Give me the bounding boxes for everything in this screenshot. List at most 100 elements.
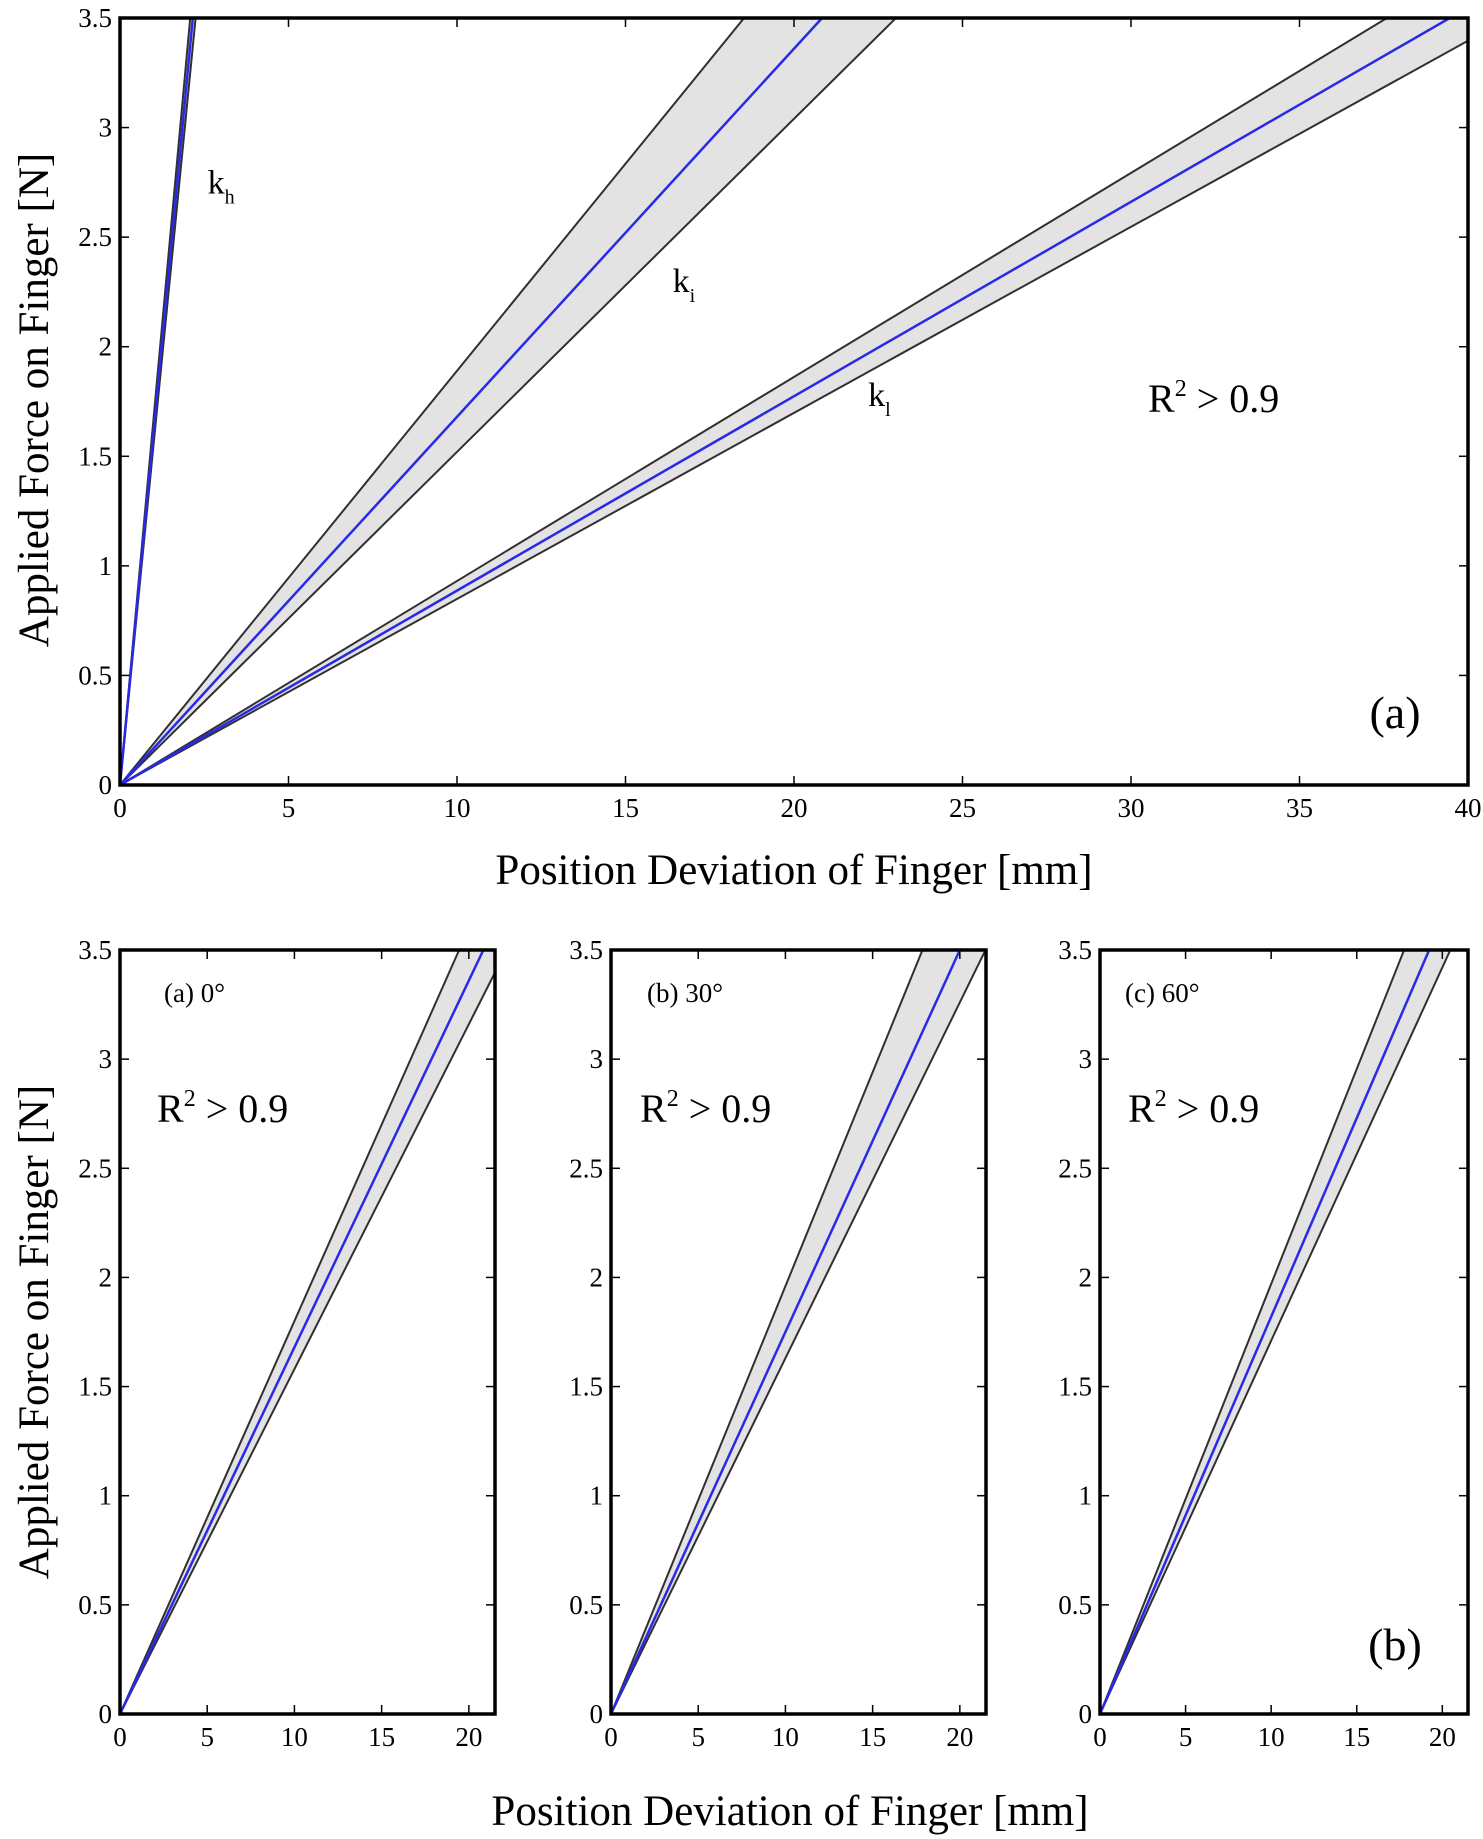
series-label-ki: ki bbox=[673, 263, 696, 307]
x-tick-label: 15 bbox=[368, 1722, 395, 1752]
bottom-0deg-plot-area bbox=[120, 950, 495, 1714]
fit-line-1 bbox=[1100, 950, 1431, 1714]
y-tick-label: 2 bbox=[1079, 1262, 1093, 1292]
y-tick-label: 3.5 bbox=[78, 3, 112, 33]
top-r2-annotation: R2 > 0.9 bbox=[1148, 376, 1279, 421]
y-tick-label: 0 bbox=[99, 770, 113, 800]
confidence-band-1 bbox=[1100, 950, 1452, 1714]
bottom-60deg-subtitle: (c) 60° bbox=[1125, 978, 1200, 1008]
y-tick-label: 0.5 bbox=[78, 660, 112, 690]
y-tick-label: 1 bbox=[1079, 1481, 1093, 1511]
fit-line-1 bbox=[120, 18, 195, 785]
fit-line-1 bbox=[120, 950, 485, 1714]
y-tick-label: 3.5 bbox=[78, 935, 112, 965]
x-tick-label: 5 bbox=[691, 1722, 705, 1752]
bottom-30deg-subtitle: (b) 30° bbox=[647, 978, 723, 1008]
x-tick-label: 5 bbox=[200, 1722, 214, 1752]
y-tick-label: 0.5 bbox=[569, 1590, 603, 1620]
bottom-30deg-frame bbox=[609, 948, 988, 1716]
fit-line-1 bbox=[611, 950, 961, 1714]
y-tick-label: 0 bbox=[1079, 1699, 1093, 1729]
y-tick-label: 2 bbox=[99, 1262, 113, 1292]
x-tick-label: 20 bbox=[781, 793, 808, 823]
confidence-band-3 bbox=[120, 18, 1468, 785]
y-tick-label: 3 bbox=[590, 1044, 604, 1074]
x-tick-label: 35 bbox=[1286, 793, 1313, 823]
y-tick-label: 1.5 bbox=[1058, 1372, 1092, 1402]
x-tick-label: 5 bbox=[282, 793, 296, 823]
confidence-band-1 bbox=[611, 950, 986, 1714]
bottom-0deg-subtitle: (a) 0° bbox=[164, 978, 225, 1008]
x-tick-label: 0 bbox=[113, 1722, 127, 1752]
bottom-60deg-plot-area bbox=[1100, 950, 1452, 1714]
y-tick-label: 3.5 bbox=[569, 935, 603, 965]
y-tick-label: 2.5 bbox=[1058, 1153, 1092, 1183]
x-tick-label: 20 bbox=[455, 1722, 482, 1752]
y-tick-label: 1.5 bbox=[78, 441, 112, 471]
top-axis-ticks: 0 5 10 15 20 25 30 35 40 0 0.5 1 1.5 2 2.5 3 3.5 bbox=[78, 3, 1481, 823]
top-chart-panel: 0 5 10 15 20 25 30 35 40 0 0.5 1 1.5 2 2.5 3 3.5 Positio… bbox=[11, 3, 1482, 894]
bottom-chart-0deg: 0 5 10 15 20 0 0.5 1 1.5 2 2.5 3 3.5 (a) 0° R2 > 0.9 bbox=[78, 935, 497, 1752]
bottom-30deg-r2: R2 > 0.9 bbox=[640, 1086, 771, 1131]
x-tick-label: 15 bbox=[859, 1722, 886, 1752]
bottom-chart-60deg: 0 5 10 15 20 0 0.5 1 1.5 2 2.5 3 3.5 (c) 60° R2 > 0.… bbox=[1058, 935, 1470, 1752]
bottom-x-axis-title: Position Deviation of Finger [mm] bbox=[491, 1788, 1088, 1835]
x-tick-label: 20 bbox=[946, 1722, 973, 1752]
x-tick-label: 10 bbox=[1258, 1722, 1285, 1752]
x-tick-label: 25 bbox=[949, 793, 976, 823]
bottom-60deg-r2: R2 > 0.9 bbox=[1128, 1086, 1259, 1131]
bottom-60deg-frame bbox=[1098, 948, 1470, 1716]
x-tick-label: 20 bbox=[1429, 1722, 1456, 1752]
y-tick-label: 1 bbox=[99, 551, 113, 581]
x-tick-label: 15 bbox=[1343, 1722, 1370, 1752]
fit-line-3 bbox=[120, 18, 1451, 785]
x-tick-label: 40 bbox=[1455, 793, 1482, 823]
bottom-0deg-frame bbox=[118, 948, 497, 1716]
bottom-0deg-r2: R2 > 0.9 bbox=[157, 1086, 288, 1131]
confidence-band-2 bbox=[120, 18, 898, 785]
top-x-axis-title: Position Deviation of Finger [mm] bbox=[495, 847, 1092, 894]
bottom-chart-30deg: 0 5 10 15 20 0 0.5 1 1.5 2 2.5 3 3.5 (b) 30° R2 > 0.… bbox=[569, 935, 988, 1752]
y-tick-label: 1 bbox=[590, 1481, 604, 1511]
y-tick-label: 0.5 bbox=[1058, 1590, 1092, 1620]
x-tick-label: 10 bbox=[444, 793, 471, 823]
y-tick-label: 3.5 bbox=[1058, 935, 1092, 965]
y-tick-label: 3 bbox=[99, 113, 113, 143]
top-panel-tag: (a) bbox=[1369, 687, 1420, 738]
series-label-kl: kl bbox=[868, 377, 891, 421]
y-tick-label: 1.5 bbox=[78, 1372, 112, 1402]
y-tick-label: 2.5 bbox=[78, 222, 112, 252]
top-y-axis-title: Applied Force on Finger [N] bbox=[11, 153, 58, 647]
x-tick-label: 10 bbox=[281, 1722, 308, 1752]
y-tick-label: 1.5 bbox=[569, 1372, 603, 1402]
y-tick-label: 0 bbox=[590, 1699, 604, 1729]
x-tick-label: 0 bbox=[604, 1722, 618, 1752]
fit-line-2 bbox=[120, 18, 824, 785]
x-tick-label: 0 bbox=[1093, 1722, 1107, 1752]
y-tick-label: 3 bbox=[1079, 1044, 1093, 1074]
bottom-y-axis-title: Applied Force on Finger [N] bbox=[11, 1085, 58, 1579]
y-tick-label: 2 bbox=[99, 332, 113, 362]
bottom-panel-tag: (b) bbox=[1368, 1619, 1422, 1670]
y-tick-label: 0.5 bbox=[78, 1590, 112, 1620]
y-tick-label: 2 bbox=[590, 1262, 604, 1292]
top-series-labels: kh ki kl bbox=[208, 164, 892, 421]
bottom-30deg-plot-area bbox=[611, 950, 986, 1714]
series-label-kh: kh bbox=[208, 164, 235, 208]
x-tick-label: 30 bbox=[1118, 793, 1145, 823]
x-tick-label: 0 bbox=[113, 793, 127, 823]
bottom-0deg-ticks: 0 5 10 15 20 0 0.5 1 1.5 2 2.5 3 3.5 bbox=[78, 935, 495, 1752]
y-tick-label: 1 bbox=[99, 1481, 113, 1511]
y-tick-label: 3 bbox=[99, 1044, 113, 1074]
y-tick-label: 0 bbox=[99, 1699, 113, 1729]
bottom-60deg-ticks: 0 5 10 15 20 0 0.5 1 1.5 2 2.5 3 3.5 bbox=[1058, 935, 1468, 1752]
y-tick-label: 2.5 bbox=[569, 1153, 603, 1183]
confidence-band-1 bbox=[120, 18, 197, 785]
confidence-band-1 bbox=[120, 950, 495, 1714]
x-tick-label: 10 bbox=[772, 1722, 799, 1752]
x-tick-label: 5 bbox=[1179, 1722, 1193, 1752]
top-plot-area bbox=[120, 18, 1468, 785]
x-tick-label: 15 bbox=[612, 793, 639, 823]
y-tick-label: 2.5 bbox=[78, 1153, 112, 1183]
